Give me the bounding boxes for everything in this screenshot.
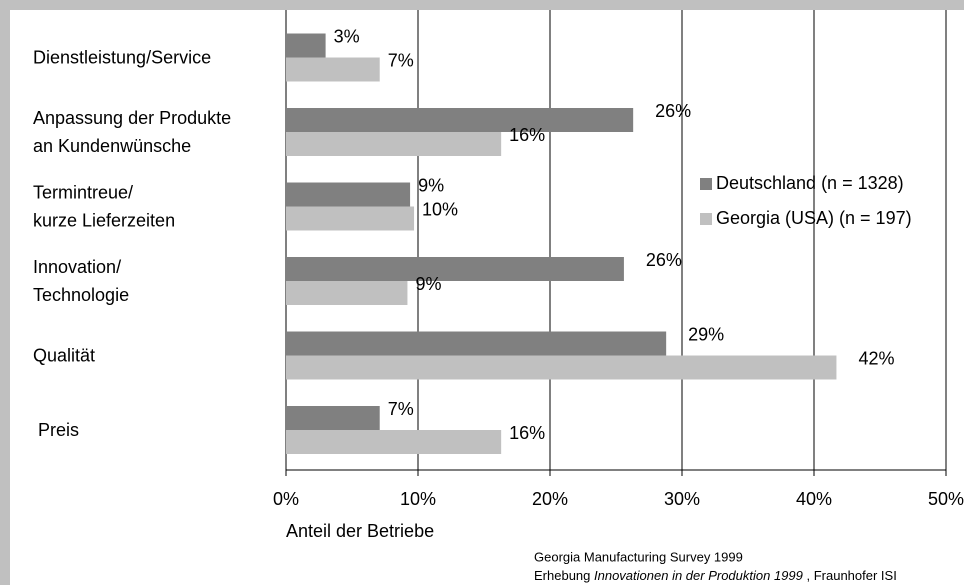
value-label: 26%: [655, 101, 691, 121]
value-label: 7%: [388, 50, 414, 70]
bar: [286, 406, 380, 430]
category-line: kurze Lieferzeiten: [33, 210, 175, 230]
panel: [10, 10, 964, 585]
x-tick-label: 20%: [532, 489, 568, 509]
legend-label: Georgia (USA) (n = 197): [716, 208, 912, 228]
value-label: 42%: [858, 348, 894, 368]
source-line: Erhebung Innovationen in der Produktion …: [534, 568, 897, 583]
source-part: , Fraunhofer ISI: [803, 568, 897, 583]
legend-swatch: [700, 178, 712, 190]
x-tick-label: 40%: [796, 489, 832, 509]
source-part: Erhebung: [534, 568, 594, 583]
category-label: Dienstleistung/Service: [33, 47, 211, 67]
source-part: Innovationen in der Produktion 1999: [594, 568, 803, 583]
category-line: Technologie: [33, 285, 129, 305]
legend-label: Deutschland (n = 1328): [716, 173, 904, 193]
category-label: Termintreue/kurze Lieferzeiten: [33, 182, 175, 230]
category-label: Innovation/Technologie: [33, 257, 129, 305]
category-line: Termintreue/: [33, 182, 133, 202]
category-label: Qualität: [33, 345, 95, 365]
legend-swatch: [700, 213, 712, 225]
bar: [286, 132, 502, 156]
category-label: Preis: [33, 420, 79, 440]
bar: [286, 257, 624, 281]
x-tick-label: 50%: [928, 489, 964, 509]
value-label: 9%: [415, 274, 441, 294]
value-label: 3%: [334, 26, 360, 46]
value-label: 9%: [418, 175, 444, 195]
bar: [286, 182, 411, 207]
value-label: 26%: [646, 250, 682, 270]
source-line: Georgia Manufacturing Survey 1999: [534, 549, 743, 564]
x-tick-label: 10%: [400, 489, 436, 509]
category-line: an Kundenwünsche: [33, 136, 191, 156]
value-label: 16%: [509, 125, 545, 145]
category-line: Anpassung der Produkte: [33, 108, 231, 128]
x-tick-label: 30%: [664, 489, 700, 509]
bar: [286, 430, 502, 454]
value-label: 7%: [388, 399, 414, 419]
value-label: 10%: [422, 199, 458, 219]
bar: [286, 331, 667, 356]
bar: [286, 33, 326, 58]
value-label: 16%: [509, 423, 545, 443]
category-label: Anpassung der Produkte an Kundenwünsche: [33, 108, 231, 156]
x-tick-label: 0%: [273, 489, 299, 509]
bar: [286, 281, 408, 305]
bar: [286, 57, 380, 82]
bar: [286, 355, 837, 380]
bar: [286, 108, 634, 132]
value-label: 29%: [688, 324, 724, 344]
x-axis-label: Anteil der Betriebe: [286, 521, 434, 541]
bar: [286, 206, 415, 231]
category-line: Innovation/: [33, 257, 121, 277]
